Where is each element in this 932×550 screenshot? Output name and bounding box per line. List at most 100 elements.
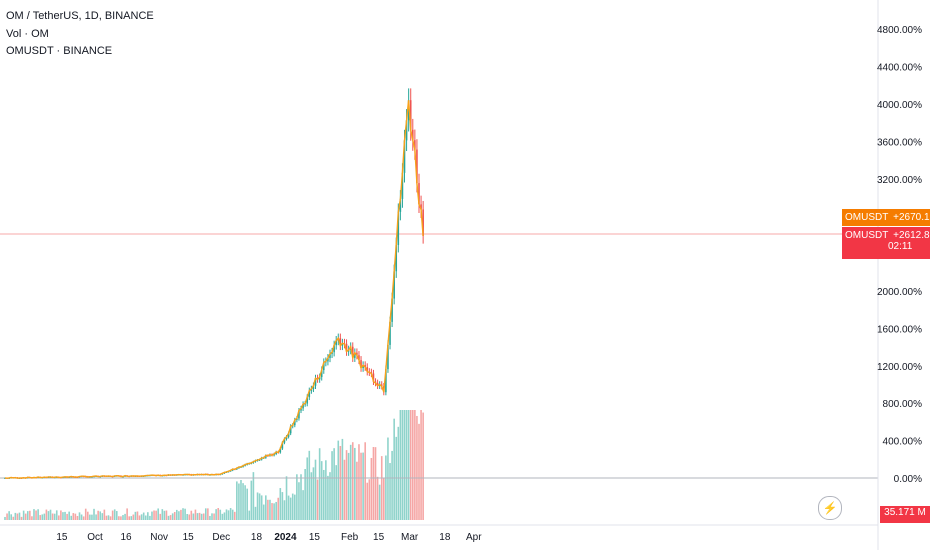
volume-bar [422,412,424,520]
volume-bar [399,410,402,520]
volume-bar [213,513,215,520]
volume-bar [78,512,81,520]
candle-body [341,343,344,346]
volume-bar [16,513,19,520]
lightning-icon[interactable]: ⚡ [818,496,842,520]
volume-bar [184,508,186,520]
candle-body [351,346,354,358]
candle-body [333,345,335,353]
x-tick-label: Dec [212,532,230,543]
volume-bar [238,483,240,520]
volume-bar [29,510,31,520]
x-tick-label: 15 [373,532,385,543]
volume-bar [138,515,141,520]
volume-bar [207,508,209,520]
volume-bar [407,410,410,520]
candles [4,88,424,479]
volume-bar [196,513,199,520]
volume-bar [20,516,23,520]
candle-body [422,209,424,236]
volume-bar [387,437,389,520]
volume-bar [389,463,391,520]
volume-bar [252,472,255,520]
volume-bar [374,447,377,520]
volume-bar [153,510,155,520]
candle-body [414,140,416,150]
volume-bar [159,513,162,520]
volume-bar [130,516,133,520]
candle-body [354,352,356,358]
volume-bar [279,488,282,520]
x-axis: 15 Oct 16 Nov 15 Dec 18 2024 15 Feb 15 Mar 18 Apr [0,524,878,543]
volume-bar [134,511,137,520]
volume-bar [105,515,108,520]
volume-bar [298,482,300,520]
volume-bar [12,516,15,520]
volume-bar [37,509,39,520]
volume-bar [327,475,329,520]
volume-bar [217,508,220,520]
volume-bar [198,512,201,520]
volume-bar [368,479,371,520]
y-tick-label: 3600.00% [877,137,922,148]
volume-bar [260,495,263,520]
candle-body [289,426,292,434]
volume-bar [192,513,195,520]
candle-body [366,367,369,372]
legend-symbol[interactable]: OM / TetherUS, 1D, BINANCE [6,10,154,22]
volume-bar [111,510,114,520]
volume-bar [335,465,337,520]
volume-bar [322,469,325,520]
volume-bar [221,513,224,520]
candle-body [360,360,362,369]
volume-bar [173,512,176,520]
volume-bar [302,490,304,520]
candle-body [279,448,282,453]
price-tag-compare-label: OMUSDT [845,212,889,223]
volume-bar [126,508,128,520]
volume-bar [414,410,416,520]
volume-bar [271,503,273,520]
volume-bar [186,514,188,520]
volume-bar [333,448,335,520]
volume-bar [91,514,93,520]
candle-body [405,120,408,141]
volume-bar [306,457,309,520]
volume-bar [84,508,87,520]
volume-bar [122,515,124,520]
x-tick-label: Nov [150,532,168,543]
y-axis: 4800.00% 4400.00% 4000.00% 3600.00% 3200.00%… [877,0,922,550]
volume-bar [277,497,280,520]
volume-tag-value: 35.171 M [884,507,926,518]
volume-bar [343,459,346,520]
volume-bar [93,508,95,520]
volume-bar [366,482,369,520]
volume-bar [254,506,257,520]
volume-bar [411,410,414,520]
volume-bar [341,438,344,520]
volume-bar [267,499,269,520]
volume-bar [242,483,244,520]
candle-body [281,442,284,449]
x-tick-label: 15 [309,532,321,543]
volume-bar [246,488,248,520]
legend-volume[interactable]: Vol · OM [6,28,49,40]
candle-body [306,397,309,404]
volume-bar [167,515,170,520]
legend-compare[interactable]: OMUSDT · BINANCE [6,45,113,57]
candle-body [345,343,348,352]
price-tag-current-value: +2612.89% [893,230,932,241]
volume-bar [60,510,62,520]
candle-body [411,129,414,141]
candle-body [322,362,325,371]
volume-bar [33,509,35,520]
volume-bar [128,516,130,520]
volume-bar [345,450,348,520]
volume-bar [236,481,238,520]
y-tick-label: 1600.00% [877,324,922,335]
candle-body [300,408,302,411]
y-tick-label: 4400.00% [877,63,922,74]
volume-bar [316,479,319,520]
volume-bar [209,515,211,520]
